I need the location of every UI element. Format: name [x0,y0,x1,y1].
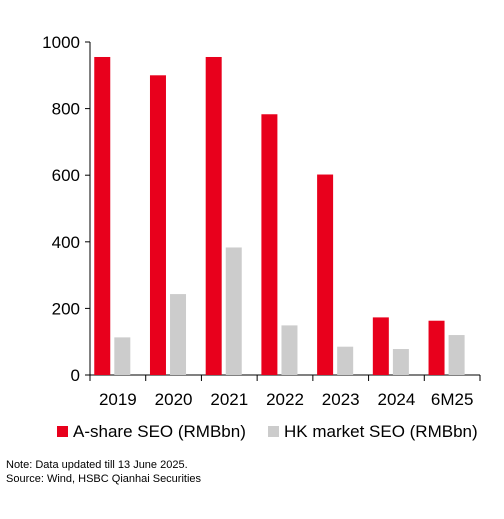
legend-swatch-hk-market [268,426,279,437]
legend-label-a-share: A-share SEO (RMBbn) [73,422,246,441]
bar-hk-market [281,325,298,375]
chart-note: Note: Data updated till 13 June 2025. [6,459,188,471]
bar-a-share [149,75,166,376]
bar-hk-market [448,335,465,375]
bar-a-share [317,174,334,375]
y-tick-label: 1000 [42,33,80,52]
bar-a-share [205,56,222,376]
x-tick-label: 2023 [322,390,360,409]
y-tick-label: 0 [71,366,80,385]
x-tick-label: 2021 [210,390,248,409]
bar-hk-market [392,349,409,375]
bar-hk-market [225,247,242,375]
y-tick-label: 600 [52,166,80,185]
y-tick-label: 200 [52,299,80,318]
legend-label-hk-market: HK market SEO (RMBbn) [284,422,478,441]
bar-a-share [261,114,278,375]
x-tick-label: 2019 [99,390,137,409]
bar-hk-market [114,337,131,375]
x-tick-label: 6M25 [431,390,474,409]
legend-swatch-a-share [57,426,68,437]
x-tick-label: 2022 [266,390,304,409]
y-tick-label: 400 [52,233,80,252]
bar-a-share [94,56,111,376]
bar-hk-market [170,294,187,375]
chart-source: Source: Wind, HSBC Qianhai Securities [6,473,202,485]
bar-hk-market [337,346,354,375]
bar-a-share [372,317,389,375]
x-tick-label: 2024 [378,390,416,409]
x-tick-label: 2020 [155,390,193,409]
y-tick-label: 800 [52,100,80,119]
bar-a-share [428,320,445,375]
